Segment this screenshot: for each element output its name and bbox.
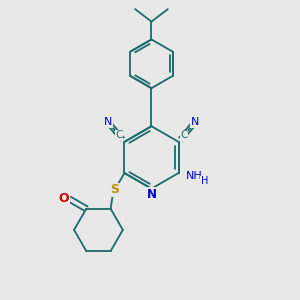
Text: NH: NH (186, 171, 202, 181)
Text: C: C (116, 130, 123, 140)
Text: N: N (191, 117, 199, 127)
Text: O: O (59, 192, 70, 205)
Text: N: N (146, 188, 157, 201)
Text: S: S (110, 183, 119, 196)
Text: N: N (103, 117, 112, 127)
Text: H: H (201, 176, 208, 186)
Text: C: C (180, 130, 188, 140)
